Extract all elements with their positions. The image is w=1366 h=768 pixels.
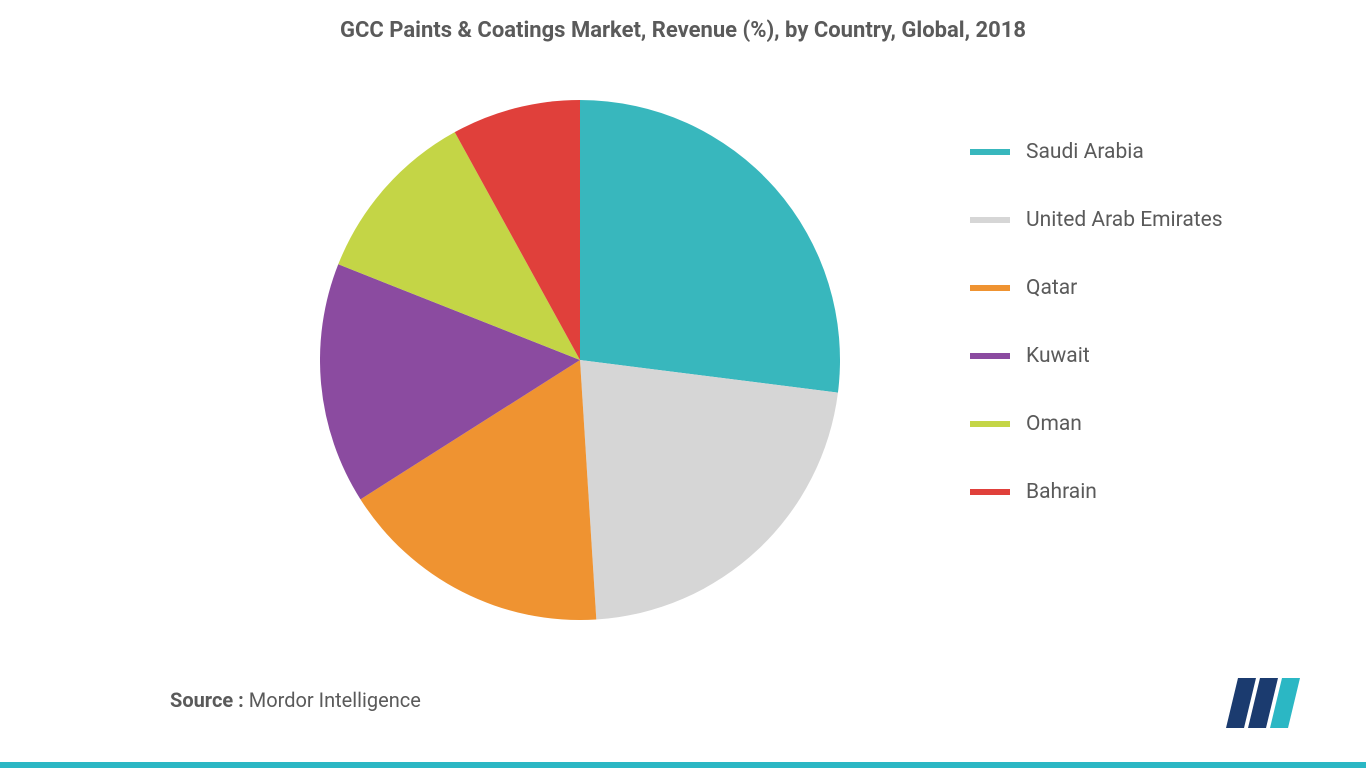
legend-swatch [970, 353, 1010, 359]
legend-item: United Arab Emirates [970, 208, 1290, 232]
legend-item: Qatar [970, 276, 1290, 300]
mordor-logo-icon [1226, 678, 1306, 728]
source-name: Mordor Intelligence [249, 688, 421, 712]
pie-slice [580, 100, 840, 393]
pie-slice [580, 360, 838, 619]
legend-swatch [970, 285, 1010, 291]
legend-swatch [970, 217, 1010, 223]
legend: Saudi Arabia United Arab Emirates Qatar Kuw… [970, 140, 1290, 548]
legend-item: Saudi Arabia [970, 140, 1290, 164]
legend-item: Kuwait [970, 344, 1290, 368]
legend-swatch [970, 149, 1010, 155]
source-prefix: Source : [170, 688, 244, 712]
legend-label: Bahrain [1026, 480, 1097, 504]
legend-item: Oman [970, 412, 1290, 436]
legend-swatch [970, 489, 1010, 495]
accent-bar [0, 762, 1366, 768]
legend-label: Qatar [1026, 276, 1077, 300]
legend-swatch [970, 421, 1010, 427]
legend-label: United Arab Emirates [1026, 208, 1223, 232]
pie-chart [320, 100, 840, 620]
legend-label: Saudi Arabia [1026, 140, 1144, 164]
legend-label: Oman [1026, 412, 1082, 436]
chart-title: GCC Paints & Coatings Market, Revenue (%… [0, 0, 1366, 43]
legend-label: Kuwait [1026, 344, 1090, 368]
source-attribution: Source : Mordor Intelligence [170, 688, 421, 712]
chart-area: Saudi Arabia United Arab Emirates Qatar Kuw… [0, 80, 1366, 640]
chart-container: GCC Paints & Coatings Market, Revenue (%… [0, 0, 1366, 768]
legend-item: Bahrain [970, 480, 1290, 504]
